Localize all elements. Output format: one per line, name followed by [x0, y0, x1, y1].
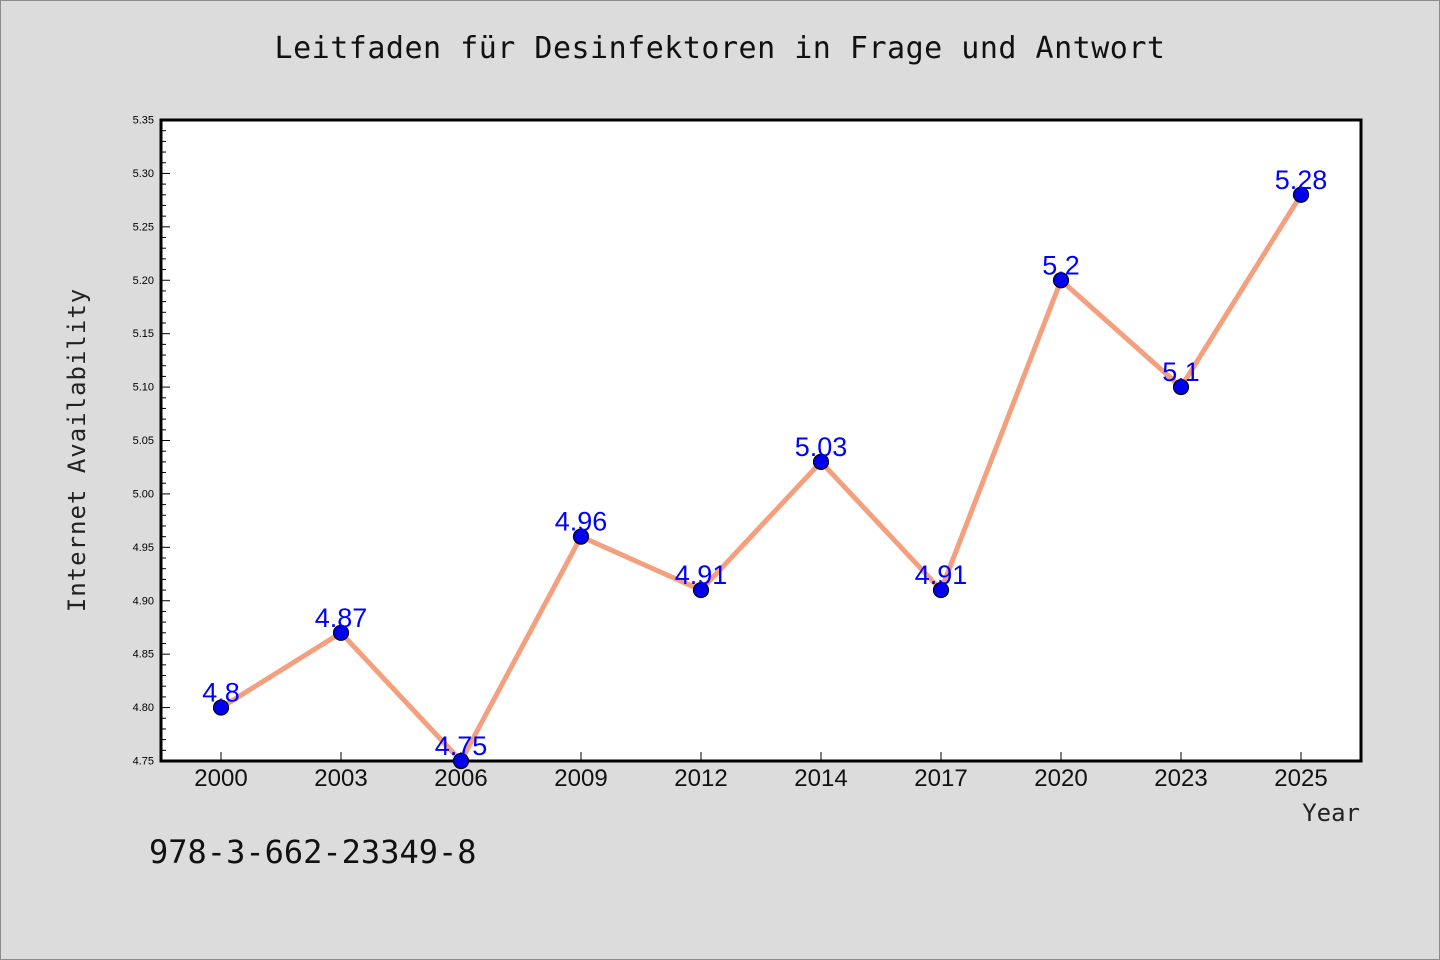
x-tick-label: 2014: [794, 765, 847, 792]
data-point: [1052, 272, 1070, 289]
y-tick-label: 4.95: [133, 542, 154, 554]
data-label: 5.28: [1275, 165, 1328, 195]
y-tick-label: 5.35: [133, 115, 154, 127]
data-point: [212, 699, 230, 716]
data-point: [572, 528, 590, 545]
y-tick-label: 4.90: [133, 595, 154, 607]
series-line: [218, 192, 1304, 764]
y-tick-label: 4.80: [133, 702, 154, 714]
data-point: [692, 581, 710, 599]
x-tick-label: 2020: [1034, 765, 1087, 792]
plot-area: [159, 118, 1363, 763]
y-tick-label: 4.75: [133, 756, 154, 768]
x-axis: 2000 2003 2006 2009 2012 2014 2017 2020 2023 2025: [194, 752, 1328, 792]
data-label: 5.1: [1162, 357, 1200, 387]
data-point: [1172, 378, 1190, 396]
data-label: 5.03: [795, 432, 848, 462]
data-point: [932, 581, 950, 599]
y-axis: 4.75 4.80 4.85 4.90 4.95 5.00 5.05 5.10 5.15 5.20…: [133, 115, 170, 768]
x-tick-label: 2025: [1274, 765, 1327, 792]
x-tick-label: 2012: [674, 765, 727, 792]
y-tick-label: 5.30: [133, 168, 154, 180]
series-layer: 4.8 4.87 4.75 4.96 4.91 5.03 4.91 5.2 5.1 5.28: [202, 165, 1328, 770]
y-axis-label: Internet Availability: [63, 288, 91, 612]
y-tick-label: 5.25: [133, 221, 154, 233]
x-tick-label: 2000: [194, 765, 247, 792]
y-tick-label: 5.05: [133, 435, 154, 447]
x-tick-label: 2023: [1154, 765, 1207, 792]
data-label: 4.91: [915, 560, 968, 590]
data-label: 5.2: [1042, 250, 1080, 280]
y-tick-label: 5.00: [133, 488, 154, 500]
y-tick-label: 5.20: [133, 275, 154, 287]
data-label: 4.91: [675, 560, 728, 590]
data-label: 4.8: [202, 678, 240, 708]
data-point: [332, 624, 350, 641]
x-tick-label: 2009: [554, 765, 607, 792]
data-point: [812, 453, 830, 470]
y-tick-label: 5.15: [133, 328, 154, 340]
x-tick-label: 2006: [434, 765, 487, 792]
y-tick-label: 5.10: [133, 382, 154, 394]
isbn-text: 978-3-662-23349-8: [149, 833, 477, 871]
data-label: 4.87: [315, 603, 368, 633]
x-axis-label: Year: [1302, 799, 1360, 827]
data-point: [1292, 186, 1310, 203]
data-label: 4.96: [555, 507, 608, 537]
y-tick-label: 4.85: [133, 649, 154, 661]
data-label: 4.75: [435, 731, 488, 761]
x-tick-label: 2003: [314, 765, 367, 792]
data-point: [452, 752, 470, 770]
x-tick-label: 2017: [914, 765, 967, 792]
chart-title: Leitfaden für Desinfektoren in Frage und…: [274, 31, 1166, 66]
